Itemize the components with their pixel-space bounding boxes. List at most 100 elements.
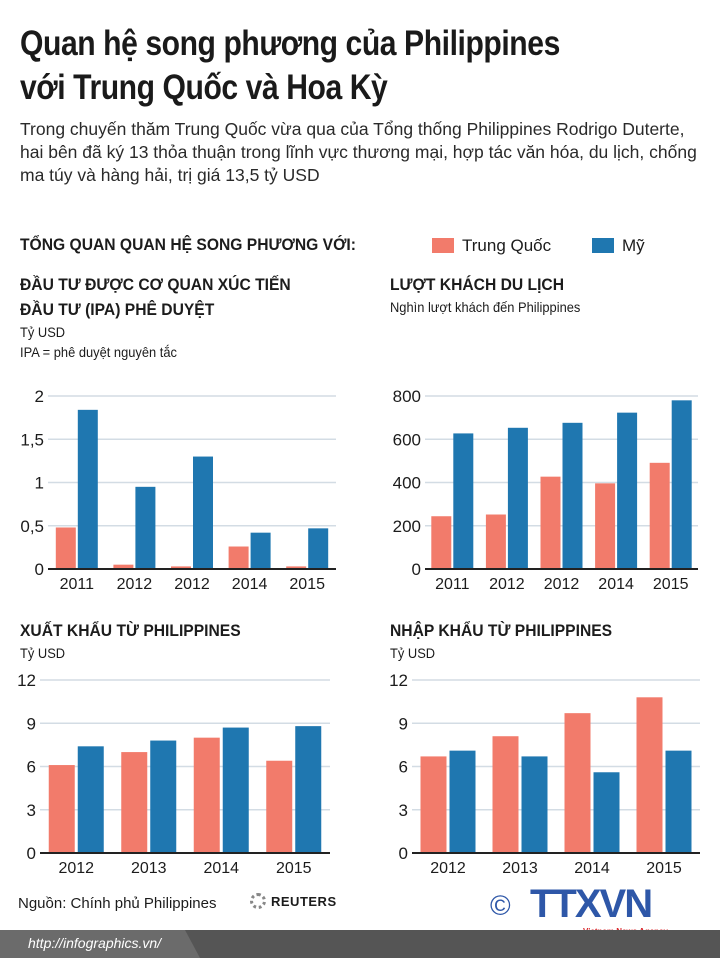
title-line-2: với Trung Quốc và Hoa Kỳ <box>20 68 388 107</box>
chart-title: LƯỢT KHÁCH DU LỊCH <box>390 275 565 294</box>
y-tick-label: 1 <box>35 474 44 493</box>
bar-us <box>150 740 177 853</box>
bar-china <box>121 752 148 853</box>
bar-china <box>485 514 506 569</box>
legend-label: Trung Quốc <box>462 236 552 255</box>
site-url-link[interactable]: http://infographics.vn/ <box>28 935 162 951</box>
legend-swatch-china <box>432 238 454 253</box>
bar-us <box>250 532 271 569</box>
y-tick-label: 0 <box>27 844 36 863</box>
bar-china <box>564 713 591 853</box>
bar-us <box>135 486 156 569</box>
bar-us <box>193 456 213 569</box>
y-tick-label: 9 <box>27 714 36 733</box>
bar-china <box>420 756 447 853</box>
x-tick-label: 2013 <box>502 860 538 877</box>
bar-china <box>55 527 76 569</box>
bar-china <box>649 462 670 569</box>
ttxvn-logo: TTXVN <box>530 882 653 926</box>
page-title: Quan hệ song phương của Philippines với … <box>20 22 560 110</box>
reuters-icon <box>250 893 266 909</box>
x-tick-label: 2014 <box>598 576 634 593</box>
chart-note: IPA = phê duyệt nguyên tắc <box>20 344 177 360</box>
bar-china <box>431 516 452 569</box>
y-tick-label: 0,5 <box>20 517 44 536</box>
y-tick-label: 0 <box>412 560 421 579</box>
x-tick-label: 2015 <box>276 860 312 877</box>
y-tick-label: 12 <box>17 671 36 690</box>
y-tick-label: 200 <box>393 517 421 536</box>
title-line-1: Quan hệ song phương của Philippines <box>20 24 560 63</box>
reuters-label: REUTERS <box>271 894 337 909</box>
legend-item-china: Trung Quốc <box>432 236 551 256</box>
x-tick-label: 2011 <box>435 576 470 593</box>
chart-import-header: NHẬP KHẨU TỪ PHILIPPINES Tỷ USD <box>390 618 612 663</box>
chart-unit: Tỷ USD <box>390 645 436 661</box>
x-tick-label: 2012 <box>544 576 580 593</box>
x-tick-label: 2014 <box>574 860 610 877</box>
x-tick-label: 2012 <box>174 576 210 593</box>
y-tick-label: 9 <box>399 714 408 733</box>
subtitle: Trong chuyến thăm Trung Quốc vừa qua của… <box>20 119 697 185</box>
bar-china <box>636 697 663 853</box>
x-tick-label: 2015 <box>646 860 682 877</box>
bar-us <box>521 756 548 853</box>
bar-us <box>665 750 692 853</box>
bar-us <box>671 400 692 569</box>
y-tick-label: 400 <box>393 474 421 493</box>
chart-unit: Tỷ USD <box>20 324 66 340</box>
x-tick-label: 2012 <box>489 576 525 593</box>
overview-label: TỔNG QUAN QUAN HỆ SONG PHƯƠNG VỚI: <box>20 235 356 254</box>
bar-china <box>595 483 616 569</box>
x-tick-label: 2014 <box>232 576 268 593</box>
chart-title: XUẤT KHẨU TỪ PHILIPPINES <box>20 621 241 640</box>
chart-title: ĐẦU TƯ ĐƯỢC CƠ QUAN XÚC TIẾN <box>20 275 291 294</box>
bar-china <box>492 736 519 853</box>
bar-us <box>449 750 476 853</box>
bar-china <box>266 760 293 853</box>
bar-china <box>228 546 249 569</box>
source-text: Nguồn: Chính phủ Philippines <box>18 895 217 912</box>
legend-swatch-us <box>592 238 614 253</box>
bar-china <box>48 765 75 853</box>
chart-title: NHẬP KHẨU TỪ PHILIPPINES <box>390 621 613 640</box>
bar-us <box>295 726 322 853</box>
bar-us <box>453 433 474 569</box>
legend-label: Mỹ <box>622 236 645 255</box>
y-tick-label: 800 <box>393 387 421 406</box>
x-tick-label: 2012 <box>430 860 466 877</box>
bar-us <box>617 412 638 569</box>
x-tick-label: 2013 <box>131 860 167 877</box>
reuters-logo: REUTERS <box>250 893 337 909</box>
y-tick-label: 6 <box>27 758 36 777</box>
y-tick-label: 600 <box>393 430 421 449</box>
x-tick-label: 2014 <box>203 860 239 877</box>
y-tick-label: 0 <box>399 844 408 863</box>
chart-title: ĐẦU TƯ (IPA) PHÊ DUYỆT <box>20 300 215 319</box>
chart-unit: Nghìn lượt khách đến Philippines <box>390 299 581 315</box>
bar-china <box>286 566 307 569</box>
chart-investment-header: ĐẦU TƯ ĐƯỢC CƠ QUAN XÚC TIẾN ĐẦU TƯ (IPA… <box>20 272 291 362</box>
y-tick-label: 12 <box>389 671 408 690</box>
y-tick-label: 1,5 <box>20 430 44 449</box>
legend-item-us: Mỹ <box>592 236 645 256</box>
bar-us <box>308 528 329 569</box>
x-tick-label: 2015 <box>653 576 689 593</box>
chart-tourism-header: LƯỢT KHÁCH DU LỊCH Nghìn lượt khách đến … <box>390 272 580 317</box>
y-tick-label: 0 <box>35 560 44 579</box>
bar-us <box>222 727 249 853</box>
x-tick-label: 2012 <box>58 860 94 877</box>
x-tick-label: 2012 <box>117 576 153 593</box>
bar-china <box>540 476 561 569</box>
bar-china <box>171 566 191 569</box>
x-tick-label: 2015 <box>289 576 325 593</box>
bar-china <box>193 737 220 853</box>
chart-unit: Tỷ USD <box>20 645 66 661</box>
y-tick-label: 3 <box>399 801 408 820</box>
y-tick-label: 2 <box>35 387 44 406</box>
bar-us <box>77 746 104 853</box>
footer-tab <box>0 930 200 958</box>
chart-export-header: XUẤT KHẨU TỪ PHILIPPINES Tỷ USD <box>20 618 241 663</box>
bar-us <box>593 772 620 853</box>
